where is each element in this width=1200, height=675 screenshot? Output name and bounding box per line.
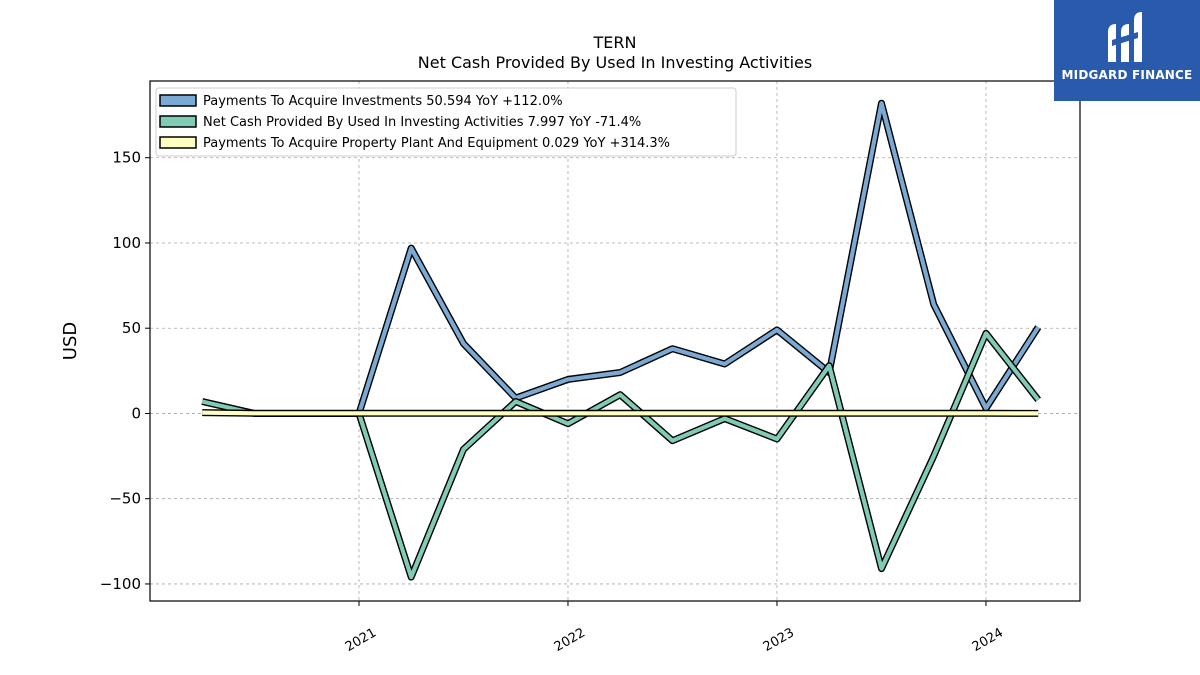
x-tick-label: 2024 — [970, 625, 1006, 655]
y-tick-label: 100 — [112, 234, 141, 252]
y-tick-label: −100 — [100, 575, 141, 593]
legend: Payments To Acquire Investments 50.594 Y… — [155, 87, 737, 157]
legend-swatch-2 — [159, 115, 197, 128]
x-tick-label: 2021 — [343, 625, 379, 655]
y-tick-label: 150 — [112, 149, 141, 167]
logo-text: MIDGARD FINANCE — [1061, 68, 1193, 82]
chart-subtitle: Net Cash Provided By Used In Investing A… — [418, 53, 812, 72]
series-line-3 — [202, 410, 1039, 416]
chart-title: TERN — [593, 33, 637, 52]
legend-label-1: Payments To Acquire Investments 50.594 Y… — [203, 94, 563, 109]
series-lines — [201, 99, 1042, 581]
legend-label-2: Net Cash Provided By Used In Investing A… — [203, 115, 641, 130]
legend-label-3: Payments To Acquire Property Plant And E… — [203, 136, 670, 151]
y-tick-label: 50 — [122, 319, 141, 337]
x-tick-label: 2022 — [552, 625, 588, 655]
y-tick-label: 0 — [131, 404, 141, 422]
plot-frame — [149, 80, 1081, 602]
axis-ticks: −100 −50 0 50 100 150 2021 2022 2023 2024 — [100, 149, 1006, 655]
logo-mark-icon — [1108, 12, 1142, 62]
legend-swatch-3 — [159, 136, 197, 149]
x-tick-label: 2023 — [761, 625, 797, 655]
grid — [150, 81, 1080, 601]
legend-swatch-1 — [159, 94, 197, 107]
series-line-1 — [356, 101, 1040, 415]
y-axis-label: USD — [60, 322, 81, 360]
brand-logo: MIDGARD FINANCE — [1054, 0, 1200, 101]
y-tick-label: −50 — [109, 490, 141, 508]
legend-box — [155, 87, 737, 157]
